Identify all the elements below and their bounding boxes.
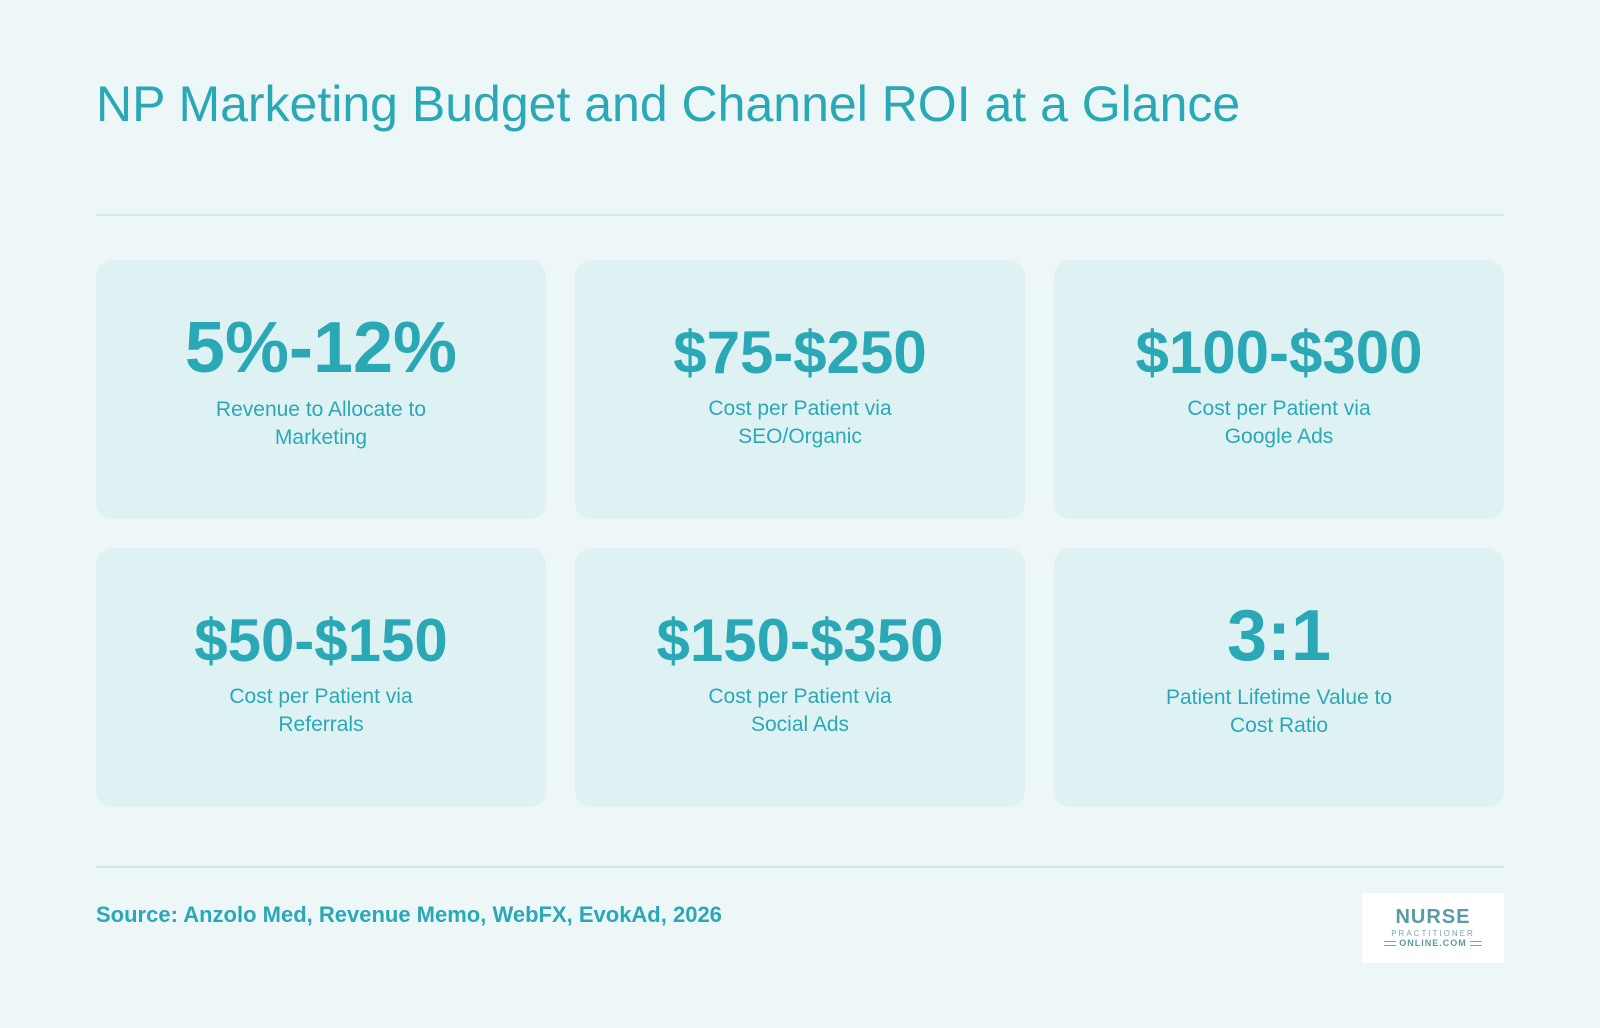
stat-card-google-ads: $100-$300 Cost per Patient via Google Ad… xyxy=(1054,260,1504,519)
stat-label-line: Cost per Patient via xyxy=(229,684,413,708)
brand-logo: NURSE PRACTITIONER ONLINE.COM xyxy=(1362,893,1504,963)
stat-value: $100-$300 xyxy=(1135,318,1423,386)
stat-value: $150-$350 xyxy=(656,606,944,674)
logo-wordmark: NURSE xyxy=(1395,906,1471,929)
stat-value: $75-$250 xyxy=(673,318,927,386)
stat-label-line: Cost per Patient via xyxy=(708,396,892,420)
stat-value: 5%-12% xyxy=(184,307,458,388)
page-title: NP Marketing Budget and Channel ROI at a… xyxy=(96,76,1241,132)
stat-label: Cost per Patient via Google Ads xyxy=(1149,395,1409,451)
stat-label-line: Marketing xyxy=(274,425,368,449)
stat-value: $50-$150 xyxy=(194,606,448,674)
logo-domain: ONLINE.COM xyxy=(1381,937,1485,949)
stat-card-referrals: $50-$150 Cost per Patient via Referrals xyxy=(96,548,546,807)
stat-card-revenue-allocation: 5%-12% Revenue to Allocate to Marketing xyxy=(96,260,546,519)
logo-subtitle: PRACTITIONER xyxy=(1391,929,1475,939)
top-divider xyxy=(96,214,1504,216)
stat-label-line: Cost per Patient via xyxy=(708,684,892,708)
stat-label: Cost per Patient via SEO/Organic xyxy=(670,395,930,451)
stat-label-line: Google Ads xyxy=(1224,424,1334,448)
stat-label-line: Cost per Patient via xyxy=(1187,396,1371,420)
stat-label-line: Referrals xyxy=(278,712,364,736)
stat-label-line: SEO/Organic xyxy=(738,424,862,448)
stat-label: Cost per Patient via Social Ads xyxy=(670,683,930,739)
stat-card-social-ads: $150-$350 Cost per Patient via Social Ad… xyxy=(575,548,1025,807)
stat-label: Cost per Patient via Referrals xyxy=(191,683,451,739)
stat-label-line: Revenue to Allocate to xyxy=(215,397,427,421)
stat-value: 3:1 xyxy=(1226,595,1332,676)
stat-card-lifetime-value-ratio: 3:1 Patient Lifetime Value to Cost Ratio xyxy=(1054,548,1504,807)
logo-domain-text: ONLINE.COM xyxy=(1399,937,1467,948)
stat-label-line: Cost Ratio xyxy=(1229,713,1329,737)
stat-label-line: Patient Lifetime Value to xyxy=(1165,685,1393,709)
logo-dash-icon xyxy=(1469,941,1482,947)
stats-grid: 5%-12% Revenue to Allocate to Marketing … xyxy=(96,260,1504,807)
logo-dash-icon xyxy=(1384,941,1397,947)
stat-label: Patient Lifetime Value to Cost Ratio xyxy=(1149,684,1409,740)
stat-card-seo-organic: $75-$250 Cost per Patient via SEO/Organi… xyxy=(575,260,1025,519)
bottom-divider xyxy=(96,866,1504,868)
stat-label: Revenue to Allocate to Marketing xyxy=(191,396,451,452)
stat-label-line: Social Ads xyxy=(750,712,850,736)
source-citation: Source: Anzolo Med, Revenue Memo, WebFX,… xyxy=(96,902,722,927)
